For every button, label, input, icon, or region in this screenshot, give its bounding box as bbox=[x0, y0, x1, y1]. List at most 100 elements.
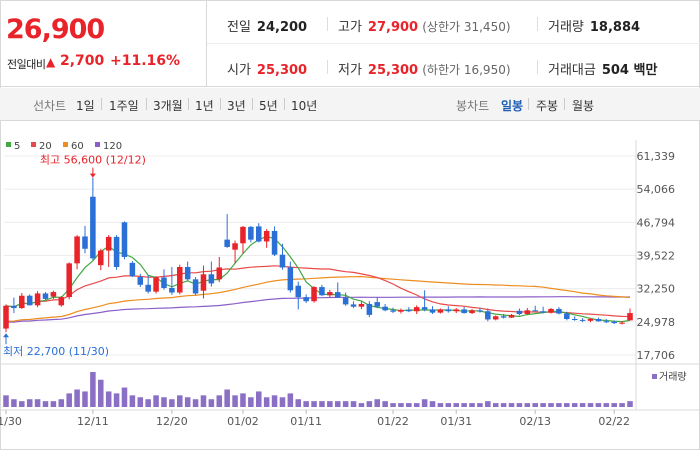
volume-bar bbox=[129, 395, 136, 407]
down-arrow-icon bbox=[89, 173, 96, 178]
stat-value: 24,200 bbox=[256, 20, 308, 35]
candle-up bbox=[58, 297, 65, 306]
candle-down bbox=[485, 311, 491, 320]
legend-label: 20 bbox=[39, 141, 52, 152]
candle-down bbox=[516, 310, 523, 314]
y-tick-label: 24,978 bbox=[637, 316, 676, 329]
divider bbox=[327, 17, 328, 31]
volume-bar bbox=[532, 403, 538, 407]
candle-down bbox=[421, 307, 428, 310]
volume-bar bbox=[161, 397, 167, 407]
candle-down bbox=[564, 313, 570, 319]
candle-up bbox=[216, 267, 223, 280]
volume-bar bbox=[627, 401, 633, 407]
candle-down bbox=[287, 267, 294, 291]
lower-limit: (하한가 16,950) bbox=[422, 63, 511, 77]
volume-bar bbox=[153, 395, 159, 407]
tab-period-1w[interactable]: 1주일 bbox=[109, 99, 139, 113]
tab-period-1y[interactable]: 1년 bbox=[195, 99, 214, 113]
candle-up bbox=[619, 322, 625, 324]
tab-candle-monthly[interactable]: 월봉 bbox=[572, 99, 595, 113]
candle-down bbox=[342, 297, 349, 305]
volume-bar bbox=[477, 403, 483, 407]
volume-bar bbox=[524, 403, 531, 407]
volume-bar bbox=[516, 403, 523, 407]
tab-candle-daily[interactable]: 일봉 bbox=[501, 99, 524, 113]
divider bbox=[220, 98, 221, 110]
volume-bar bbox=[34, 399, 41, 407]
candle-down bbox=[319, 287, 325, 296]
price-box: 26,900 전일대비 ▲ 2,700 +11.16% bbox=[0, 0, 207, 86]
volume-bar bbox=[429, 401, 436, 407]
volume-bar bbox=[500, 403, 507, 407]
volume-bar bbox=[303, 401, 309, 407]
volume-bar bbox=[556, 403, 562, 407]
volume-bar bbox=[366, 401, 373, 407]
volume-bar bbox=[11, 399, 17, 407]
chart-grid bbox=[0, 140, 700, 411]
volume-bar bbox=[587, 403, 594, 407]
volume-bar bbox=[224, 389, 230, 407]
candle-up bbox=[469, 310, 475, 314]
candle-down bbox=[500, 316, 507, 318]
volume-bar bbox=[3, 395, 9, 407]
candle-up bbox=[3, 305, 9, 329]
tab-candle-chart[interactable]: 봉차트 bbox=[456, 99, 490, 113]
tab-line-chart[interactable]: 선차트 bbox=[33, 99, 67, 113]
tab-period-3y[interactable]: 3년 bbox=[227, 99, 246, 113]
volume-bar bbox=[492, 403, 499, 407]
legend-swatch bbox=[63, 142, 68, 147]
volume-bar bbox=[58, 399, 65, 407]
volume-bar bbox=[177, 395, 183, 407]
volume-bar bbox=[319, 401, 325, 407]
volume-bar bbox=[74, 389, 80, 407]
candle-up bbox=[98, 250, 104, 266]
volume-bar bbox=[603, 403, 610, 407]
candle-up bbox=[627, 313, 633, 321]
tab-period-5y[interactable]: 5년 bbox=[259, 99, 278, 113]
tab-candle-weekly[interactable]: 주봉 bbox=[536, 99, 559, 113]
candle-down bbox=[429, 309, 436, 313]
candle-down bbox=[350, 304, 357, 307]
candles bbox=[3, 177, 633, 333]
candle-up bbox=[50, 292, 57, 297]
candle-up bbox=[524, 310, 531, 314]
volume-bar bbox=[271, 395, 278, 407]
volume-bar bbox=[445, 403, 452, 407]
stat-value: 18,884 bbox=[589, 20, 641, 35]
candle-down bbox=[603, 321, 610, 323]
candle-down bbox=[169, 287, 175, 293]
volume-bar bbox=[145, 399, 151, 407]
candle-down bbox=[390, 310, 396, 312]
volume-bar bbox=[105, 391, 112, 407]
volume-bar bbox=[334, 401, 341, 407]
x-tick-label: 02/13 bbox=[519, 415, 551, 428]
tab-period-10y[interactable]: 10년 bbox=[291, 99, 318, 113]
divider bbox=[284, 98, 285, 110]
divider bbox=[537, 17, 538, 31]
tab-period-1d[interactable]: 1일 bbox=[76, 99, 95, 113]
stat-amount: 거래대금 504 백만 bbox=[548, 59, 657, 78]
volume-bar bbox=[421, 399, 428, 407]
candle-up bbox=[105, 236, 112, 251]
candle-down bbox=[224, 239, 230, 247]
candle-down bbox=[334, 292, 341, 298]
stat-value: 25,300 bbox=[367, 63, 419, 78]
x-tick-label: 01/11 bbox=[290, 415, 322, 428]
candle-down bbox=[540, 311, 546, 313]
volume-bar bbox=[255, 391, 262, 407]
volume-bar bbox=[137, 397, 144, 407]
candle-down bbox=[113, 236, 120, 268]
candle-down bbox=[82, 236, 88, 249]
tab-period-3m[interactable]: 3개월 bbox=[153, 99, 183, 113]
candle-up bbox=[240, 226, 246, 244]
candle-down bbox=[129, 262, 136, 277]
candle-up bbox=[34, 293, 41, 306]
volume-bar bbox=[66, 393, 72, 407]
x-tick-label: 01/02 bbox=[227, 415, 259, 428]
candle-up bbox=[327, 292, 333, 296]
y-tick-label: 17,706 bbox=[637, 349, 676, 362]
stat-label: 저가 bbox=[338, 63, 362, 78]
candle-up bbox=[398, 309, 404, 312]
candle-up bbox=[200, 274, 207, 291]
